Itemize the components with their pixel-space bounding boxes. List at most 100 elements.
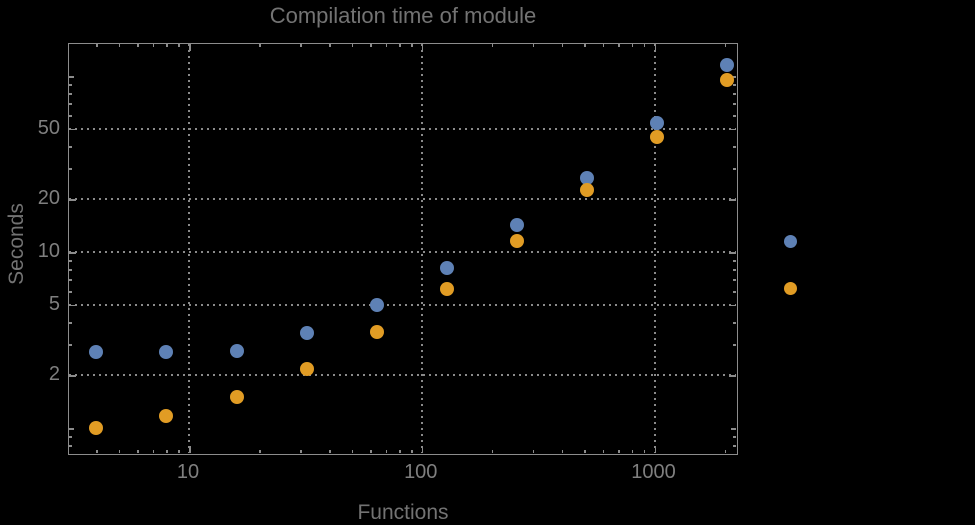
legend-marker-blue-series — [783, 234, 797, 248]
y-axis-tick — [729, 199, 736, 201]
blue-series-point — [369, 297, 384, 312]
x-axis-tick — [411, 44, 413, 47]
blue-series-point — [719, 58, 734, 73]
y-axis-tick — [69, 260, 72, 262]
x-axis-tick — [351, 44, 354, 47]
x-axis-tick — [178, 450, 180, 453]
x-axis-tick — [385, 450, 388, 453]
orange-series-point — [229, 390, 244, 404]
x-axis-tick — [421, 446, 424, 453]
plot-area — [69, 44, 736, 453]
y-axis-tick — [69, 252, 76, 254]
y-axis-tick — [69, 291, 72, 293]
blue-series-point — [229, 343, 244, 358]
x-axis-tick — [329, 44, 331, 47]
chart-title: Compilation time of module — [269, 3, 537, 28]
x-tick-label: 100 — [404, 461, 438, 483]
x-axis-tick — [421, 44, 424, 51]
y-axis-tick — [729, 252, 736, 254]
x-axis-tick — [399, 450, 401, 453]
x-axis-tick — [491, 44, 494, 47]
y-tick-label: 2 — [48, 363, 60, 386]
orange-series-point — [719, 72, 734, 87]
y-gridline — [69, 198, 736, 201]
y-tick-label: 20 — [37, 187, 60, 210]
x-axis-tick — [561, 450, 564, 453]
x-tick-label: 10 — [176, 461, 200, 483]
x-axis-tick — [654, 44, 656, 51]
x-axis-tick — [259, 450, 261, 453]
x-axis-tick — [561, 44, 564, 47]
x-axis-tick — [189, 446, 191, 453]
x-axis-tick — [189, 44, 191, 51]
x-axis-tick — [329, 450, 331, 453]
y-gridline — [69, 303, 736, 306]
y-axis-tick — [733, 445, 736, 447]
y-axis-tick — [733, 344, 736, 346]
y-gridline — [69, 374, 736, 377]
x-axis-tick — [631, 450, 634, 453]
blue-series-point — [509, 218, 524, 233]
y-axis-tick — [69, 76, 74, 78]
y-axis-tick — [69, 103, 72, 105]
orange-series-point — [299, 362, 314, 377]
y-axis-tick — [729, 375, 736, 377]
y-axis-tick — [733, 279, 736, 281]
x-axis-tick — [584, 450, 586, 453]
orange-series-point — [159, 408, 174, 423]
x-axis-tick — [259, 44, 261, 47]
y-axis-tick — [69, 445, 72, 447]
orange-series-point — [89, 421, 104, 435]
y-tick-label: 50 — [37, 116, 60, 139]
orange-series-point — [649, 130, 664, 145]
y-axis-tick — [729, 304, 736, 307]
y-tick-label: 10 — [37, 240, 60, 262]
x-gridline — [420, 44, 423, 453]
y-axis-tick — [69, 375, 76, 377]
y-axis-tick — [733, 260, 736, 262]
y-tick-label: 5 — [48, 292, 60, 315]
y-axis-tick — [69, 279, 72, 281]
x-gridline — [653, 44, 656, 453]
blue-series-point — [89, 345, 104, 360]
y-axis-tick — [733, 291, 736, 293]
y-axis-tick — [69, 93, 72, 95]
y-axis-tick — [733, 168, 736, 170]
x-axis-tick — [370, 450, 372, 453]
x-axis-tick — [178, 44, 180, 47]
x-axis-tick — [411, 450, 413, 453]
y-axis-tick — [69, 304, 76, 307]
y-axis-tick — [733, 115, 736, 117]
x-axis-tick — [724, 450, 727, 453]
x-axis-tick — [643, 44, 646, 47]
x-axis-tick — [532, 44, 535, 47]
x-axis-tick — [300, 450, 302, 453]
x-axis-tick — [724, 44, 727, 47]
y-gridline — [69, 251, 736, 253]
x-axis-tick — [351, 450, 354, 453]
x-axis-tick — [118, 44, 121, 47]
x-axis-tick — [643, 450, 646, 453]
x-axis-tick — [399, 44, 401, 47]
orange-series-point — [369, 325, 384, 340]
y-axis-tick — [733, 436, 736, 438]
y-axis-tick — [69, 322, 72, 324]
y-axis-label: Seconds — [5, 203, 28, 285]
y-axis-tick — [69, 168, 72, 170]
x-axis-tick — [602, 450, 605, 453]
y-axis-tick — [69, 436, 72, 438]
y-axis-tick — [69, 84, 72, 86]
y-axis-tick — [733, 93, 736, 95]
x-axis-tick — [532, 450, 535, 453]
x-axis-tick — [654, 446, 656, 453]
y-axis-tick — [69, 344, 72, 346]
x-axis-tick — [385, 44, 388, 47]
x-axis-tick — [166, 44, 168, 47]
y-axis-tick — [69, 128, 76, 131]
x-tick-label: 1000 — [631, 461, 676, 483]
orange-series-point — [439, 281, 454, 296]
x-axis-tick — [618, 450, 620, 453]
y-axis-tick — [733, 84, 736, 86]
x-gridline — [188, 44, 190, 453]
